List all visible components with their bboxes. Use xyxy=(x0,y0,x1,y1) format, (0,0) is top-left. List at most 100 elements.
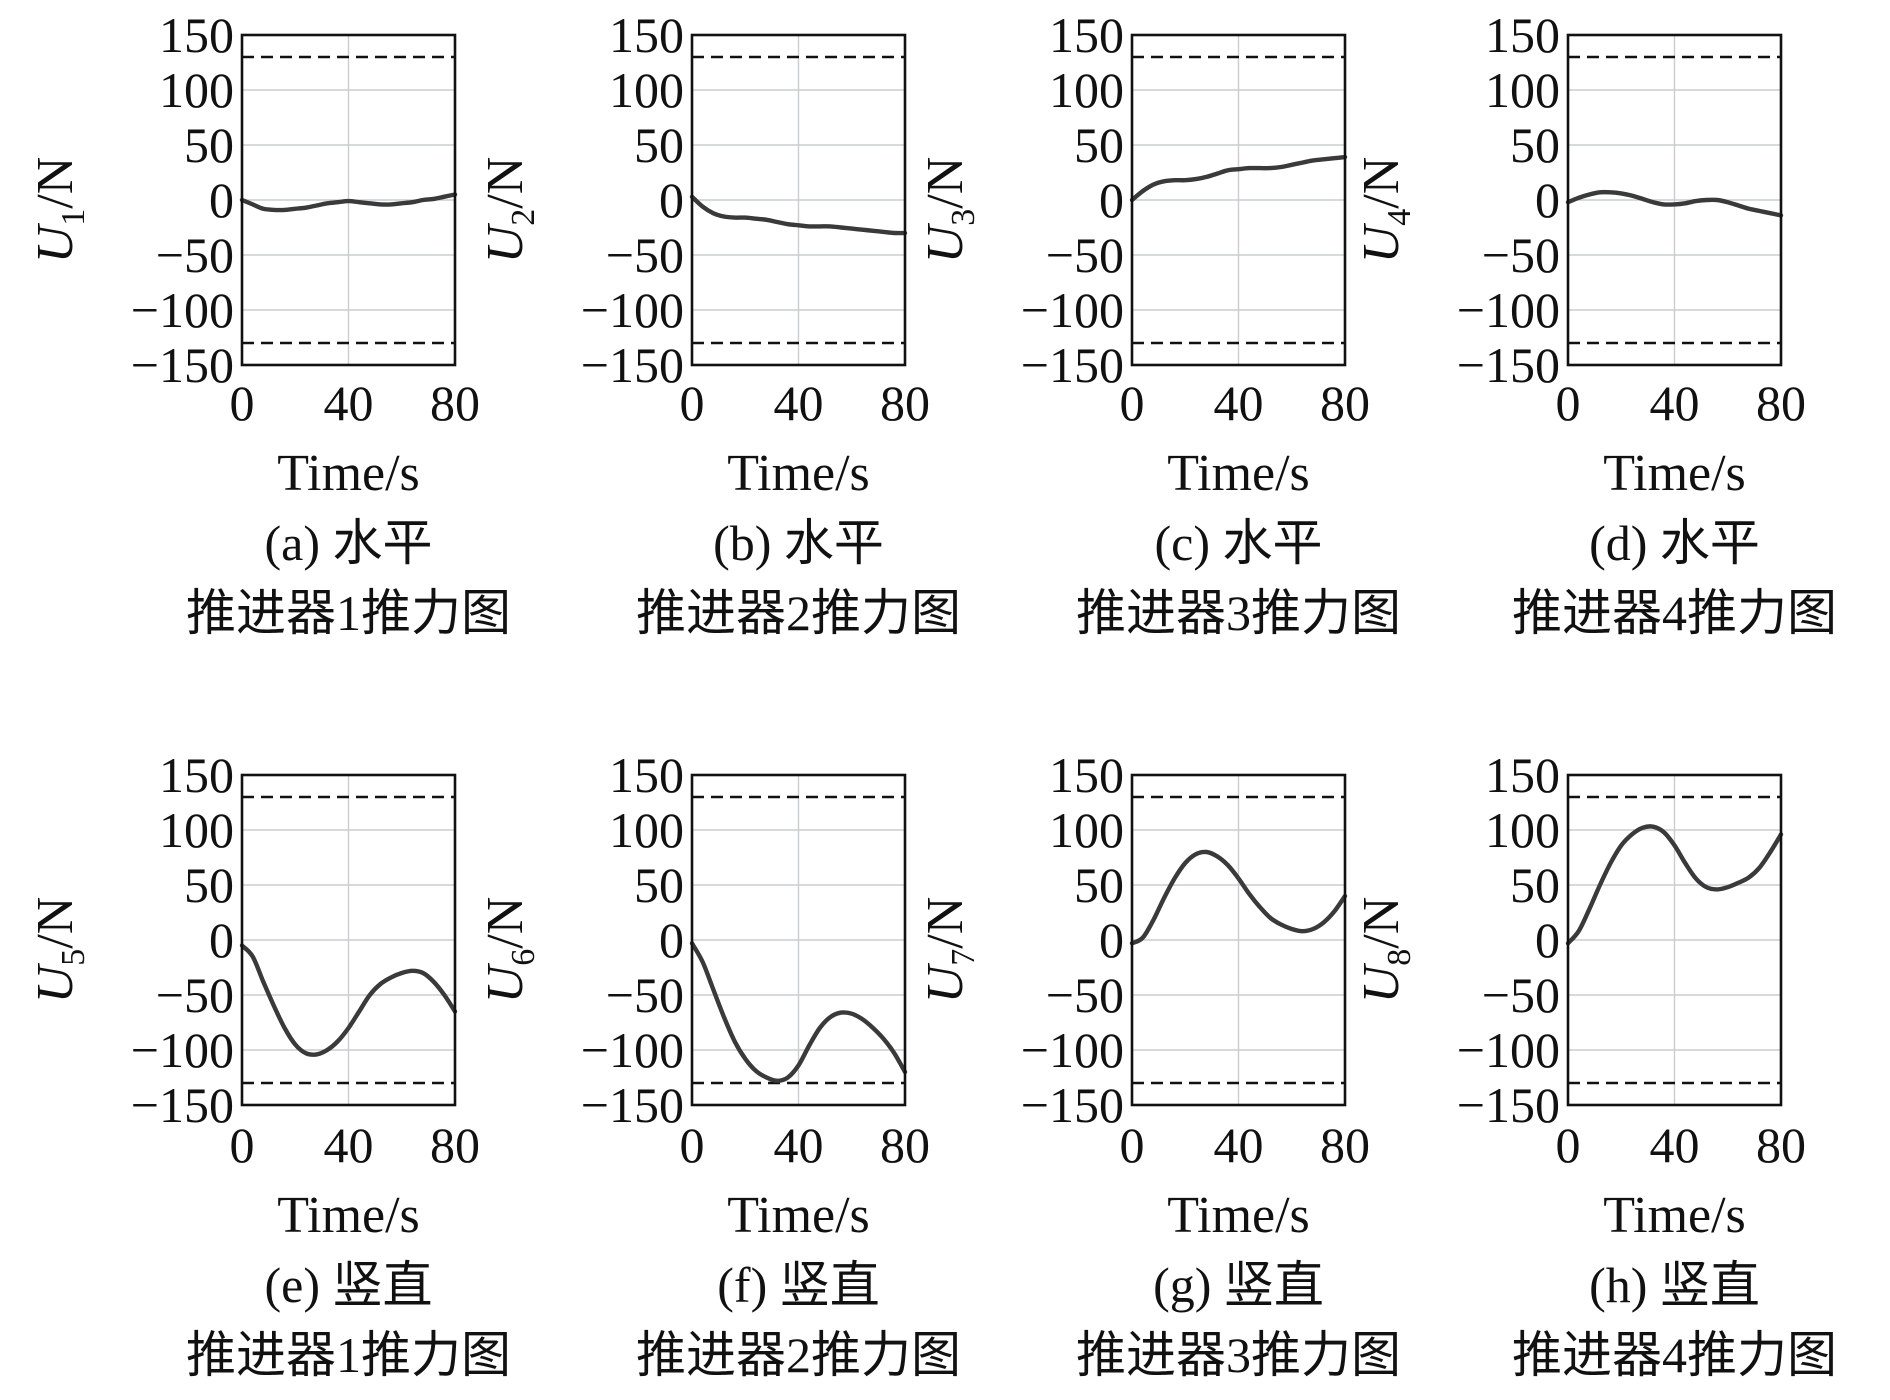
subplot-caption-line1: (d) 水平 xyxy=(1589,515,1760,571)
y-tick-label: −100 xyxy=(1021,1022,1124,1078)
x-tick-label: 0 xyxy=(680,375,705,431)
subplot-caption-line1: (e) 竖直 xyxy=(265,1257,433,1313)
series-line xyxy=(239,943,458,1057)
x-tick-label: 40 xyxy=(774,1117,824,1173)
y-tick-label: 50 xyxy=(184,117,234,173)
y-axis-label-subscript: 1 xyxy=(55,209,92,226)
y-axis-label-subscript: 8 xyxy=(1381,949,1418,966)
y-tick-label: −100 xyxy=(131,282,234,338)
subplot-caption-line2: 推进器2推力图 xyxy=(636,585,961,641)
subplot-caption-line2: 推进器1推力图 xyxy=(186,1327,511,1383)
y-axis-label-unit: /N xyxy=(917,897,974,949)
y-tick-label: −100 xyxy=(1457,1022,1560,1078)
y-tick-label: −50 xyxy=(156,967,234,1023)
x-tick-label: 40 xyxy=(324,375,374,431)
series-line xyxy=(689,194,908,236)
y-tick-label: 100 xyxy=(159,802,234,858)
plot-frame xyxy=(240,773,457,1107)
series-line xyxy=(689,941,908,1083)
x-tick-label: 0 xyxy=(230,1117,255,1173)
plot-frame xyxy=(1130,33,1347,367)
y-axis-label-unit: /N xyxy=(1353,897,1410,949)
y-axis-label-variable: U xyxy=(917,962,974,1003)
y-axis-label-variable: U xyxy=(27,222,84,263)
series-line xyxy=(1129,154,1348,203)
x-tick-label: 0 xyxy=(230,375,255,431)
y-axis-label: U6/N xyxy=(477,897,542,1004)
y-tick-label: 150 xyxy=(609,7,684,63)
y-tick-label: 50 xyxy=(634,857,684,913)
plot-frame xyxy=(1130,773,1347,1107)
y-axis-label-subscript: 4 xyxy=(1381,209,1418,226)
y-tick-label: 150 xyxy=(1049,747,1124,803)
y-tick-label: 50 xyxy=(184,857,234,913)
x-axis-label: Time/s xyxy=(1603,445,1746,502)
x-tick-label: 80 xyxy=(1320,1117,1370,1173)
plot-frame xyxy=(690,773,907,1107)
y-tick-label: 150 xyxy=(1485,7,1560,63)
y-tick-label: −150 xyxy=(1457,1077,1560,1133)
y-tick-label: −150 xyxy=(581,1077,684,1133)
x-tick-label: 40 xyxy=(1650,375,1700,431)
y-tick-label: 100 xyxy=(1485,802,1560,858)
plot-frame xyxy=(690,33,907,367)
x-tick-label: 80 xyxy=(880,1117,930,1173)
subplot-caption-line2: 推进器3推力图 xyxy=(1076,585,1401,641)
subplot-caption-line1: (g) 竖直 xyxy=(1153,1257,1324,1313)
y-tick-label: 150 xyxy=(159,7,234,63)
y-axis-label-subscript: 7 xyxy=(945,949,982,966)
y-tick-label: 100 xyxy=(1485,62,1560,118)
y-tick-label: 50 xyxy=(1510,857,1560,913)
y-axis-label: U4/N xyxy=(1353,157,1418,264)
y-axis-label-unit: /N xyxy=(27,897,84,949)
subplot-caption-line1: (b) 水平 xyxy=(713,515,884,571)
x-axis-label: Time/s xyxy=(1603,1187,1746,1244)
x-tick-label: 80 xyxy=(1320,375,1370,431)
y-tick-label: −150 xyxy=(1021,1077,1124,1133)
y-axis-label-variable: U xyxy=(1353,222,1410,263)
y-axis-label-subscript: 3 xyxy=(945,209,982,226)
y-tick-label: −150 xyxy=(1021,337,1124,393)
y-axis-label-unit: /N xyxy=(917,157,974,209)
y-tick-label: 50 xyxy=(1074,857,1124,913)
y-tick-label: −100 xyxy=(131,1022,234,1078)
y-tick-label: 0 xyxy=(1099,172,1124,228)
subplot-caption-line2: 推进器3推力图 xyxy=(1076,1327,1401,1383)
y-tick-label: −100 xyxy=(1457,282,1560,338)
y-tick-label: 50 xyxy=(1510,117,1560,173)
series-line xyxy=(1129,849,1348,946)
y-tick-label: 0 xyxy=(209,912,234,968)
y-tick-label: 100 xyxy=(609,802,684,858)
x-axis-label: Time/s xyxy=(1167,1187,1310,1244)
x-tick-label: 0 xyxy=(1120,375,1145,431)
y-tick-label: −150 xyxy=(131,1077,234,1133)
y-axis-label-unit: /N xyxy=(27,157,84,209)
y-tick-label: −100 xyxy=(581,1022,684,1078)
plot-frame xyxy=(1566,773,1783,1107)
subplot-caption-line1: (h) 竖直 xyxy=(1589,1257,1760,1313)
x-tick-label: 80 xyxy=(430,375,480,431)
subplot-caption-line2: 推进器4推力图 xyxy=(1512,1327,1837,1383)
x-axis-label: Time/s xyxy=(727,445,870,502)
x-tick-label: 80 xyxy=(1756,1117,1806,1173)
x-tick-label: 80 xyxy=(1756,375,1806,431)
y-axis-label: U7/N xyxy=(917,897,982,1004)
x-axis-label: Time/s xyxy=(1167,445,1310,502)
series-line xyxy=(1565,824,1784,946)
y-tick-label: −150 xyxy=(581,337,684,393)
subplot-caption-line2: 推进器1推力图 xyxy=(186,585,511,641)
subplot-caption-line2: 推进器4推力图 xyxy=(1512,585,1837,641)
x-tick-label: 80 xyxy=(430,1117,480,1173)
y-tick-label: 0 xyxy=(1535,172,1560,228)
y-axis-label-subscript: 5 xyxy=(55,949,92,966)
x-tick-label: 0 xyxy=(1556,1117,1581,1173)
y-axis-label: U5/N xyxy=(27,897,92,1004)
y-axis-label-variable: U xyxy=(1353,962,1410,1003)
series-line xyxy=(239,192,458,213)
